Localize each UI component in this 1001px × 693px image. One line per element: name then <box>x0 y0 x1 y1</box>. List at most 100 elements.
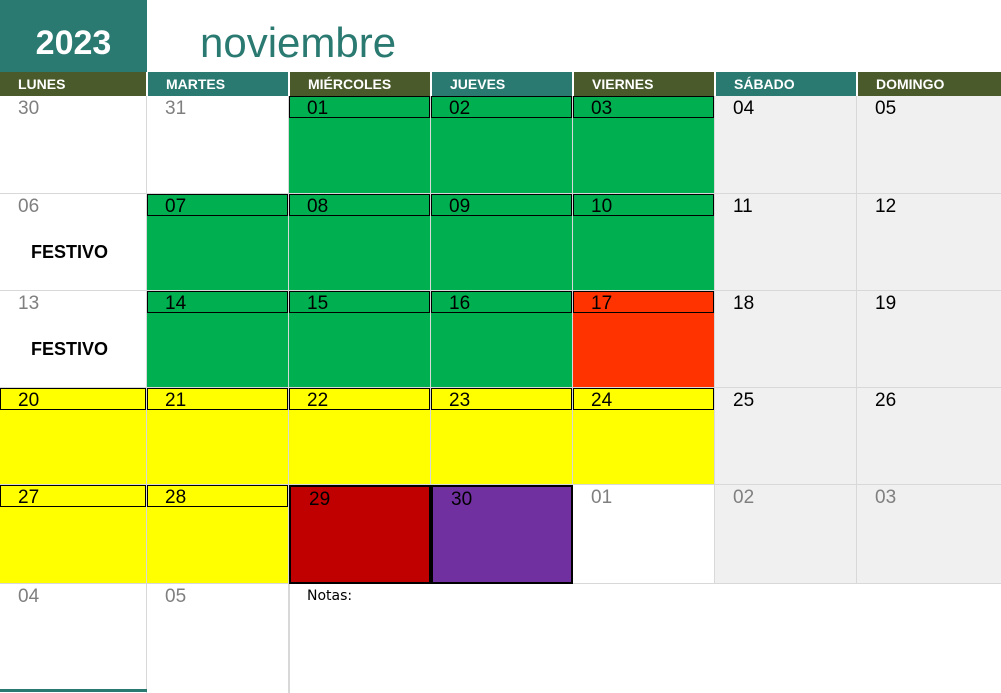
day-number: 07 <box>165 196 187 217</box>
day-number-bar <box>147 485 288 507</box>
day-number: 16 <box>449 293 471 314</box>
day-cell[interactable]: 03 <box>573 96 715 194</box>
day-number: 14 <box>165 293 187 314</box>
day-cell[interactable]: 04 <box>0 584 147 693</box>
day-number-bar <box>431 96 572 118</box>
day-cell[interactable]: 29 <box>289 485 431 584</box>
day-number-bar <box>573 291 714 313</box>
day-cell[interactable]: 08 <box>289 194 431 291</box>
day-number: 20 <box>18 390 40 411</box>
day-number: 23 <box>449 390 471 411</box>
weekday-header-jueves: JUEVES <box>432 72 572 96</box>
day-number: 02 <box>733 487 755 508</box>
day-cell[interactable]: 15 <box>289 291 431 388</box>
day-number: 17 <box>591 293 613 314</box>
weekday-header-miercoles: MIÉRCOLES <box>290 72 430 96</box>
day-cell[interactable]: 09 <box>431 194 573 291</box>
day-number: 04 <box>733 98 755 119</box>
day-cell[interactable]: 13 FESTIVO <box>0 291 147 388</box>
day-number-bar <box>289 194 430 216</box>
day-number: 24 <box>591 390 613 411</box>
day-number: 15 <box>307 293 329 314</box>
day-number: 22 <box>307 390 329 411</box>
day-number-bar <box>147 194 288 216</box>
day-number-bar <box>289 96 430 118</box>
day-number: 10 <box>591 196 613 217</box>
weekday-header-martes: MARTES <box>148 72 288 96</box>
day-number: 26 <box>875 390 897 411</box>
day-number: 27 <box>18 487 40 508</box>
day-cell[interactable]: 21 <box>147 388 289 485</box>
day-cell[interactable]: 06 FESTIVO <box>0 194 147 291</box>
day-number-bar <box>0 388 146 410</box>
day-cell[interactable]: 02 <box>715 485 857 584</box>
day-cell[interactable]: 28 <box>147 485 289 584</box>
day-number-bar <box>147 388 288 410</box>
day-note: FESTIVO <box>31 339 109 359</box>
day-cell[interactable]: 05 <box>147 584 289 693</box>
day-number: 13 <box>18 293 40 314</box>
day-cell[interactable]: 01 <box>573 485 715 584</box>
day-cell[interactable]: 25 <box>715 388 857 485</box>
day-cell[interactable]: 05 <box>857 96 1001 194</box>
day-number-bar <box>573 194 714 216</box>
day-cell[interactable]: 26 <box>857 388 1001 485</box>
day-number-bar <box>431 194 572 216</box>
day-cell[interactable]: 12 <box>857 194 1001 291</box>
day-number: 03 <box>591 98 613 119</box>
day-cell[interactable]: 11 <box>715 194 857 291</box>
day-cell[interactable]: 22 <box>289 388 431 485</box>
bottom-accent-line <box>0 689 147 692</box>
day-number: 30 <box>18 98 40 119</box>
day-cell[interactable]: 16 <box>431 291 573 388</box>
day-cell[interactable]: 14 <box>147 291 289 388</box>
notes-label: Notas: <box>307 588 353 604</box>
day-number: 05 <box>875 98 897 119</box>
day-cell[interactable]: 04 <box>715 96 857 194</box>
notes-divider <box>289 584 290 693</box>
day-cell[interactable]: 10 <box>573 194 715 291</box>
day-number-bar <box>289 388 430 410</box>
day-cell[interactable]: 27 <box>0 485 147 584</box>
day-cell[interactable]: 30 <box>431 485 573 584</box>
day-number-bar <box>431 291 572 313</box>
day-number: 29 <box>309 489 331 510</box>
year-label: 2023 <box>0 0 147 72</box>
day-number: 04 <box>18 586 40 607</box>
day-cell[interactable]: 18 <box>715 291 857 388</box>
day-number: 09 <box>449 196 471 217</box>
day-number-bar <box>0 485 146 507</box>
day-number: 18 <box>733 293 755 314</box>
day-number: 11 <box>733 196 753 217</box>
day-number: 30 <box>451 489 473 510</box>
day-number-bar <box>573 96 714 118</box>
day-cell[interactable]: 31 <box>147 96 289 194</box>
day-number: 05 <box>165 586 187 607</box>
day-number: 31 <box>165 98 187 119</box>
day-number: 01 <box>307 98 329 119</box>
day-number: 19 <box>875 293 897 314</box>
day-number-bar <box>573 388 714 410</box>
day-cell[interactable]: 01 <box>289 96 431 194</box>
day-cell[interactable]: 03 <box>857 485 1001 584</box>
weekday-header-lunes: LUNES <box>0 72 146 96</box>
day-number: 08 <box>307 196 329 217</box>
day-number: 01 <box>591 487 613 508</box>
weekday-header-sabado: SÁBADO <box>716 72 856 96</box>
day-cell[interactable]: 30 <box>0 96 147 194</box>
month-title: noviembre <box>200 19 397 66</box>
day-number: 28 <box>165 487 187 508</box>
day-number-bar <box>289 291 430 313</box>
day-cell[interactable]: 02 <box>431 96 573 194</box>
day-cell[interactable]: 24 <box>573 388 715 485</box>
day-number: 06 <box>18 196 40 217</box>
day-number: 12 <box>875 196 897 217</box>
day-cell[interactable]: 07 <box>147 194 289 291</box>
day-number-bar <box>147 291 288 313</box>
day-cell[interactable]: 17 <box>573 291 715 388</box>
day-note: FESTIVO <box>31 242 109 262</box>
day-cell[interactable]: 23 <box>431 388 573 485</box>
day-cell[interactable]: 19 <box>857 291 1001 388</box>
day-number: 03 <box>875 487 897 508</box>
day-cell[interactable]: 20 <box>0 388 147 485</box>
